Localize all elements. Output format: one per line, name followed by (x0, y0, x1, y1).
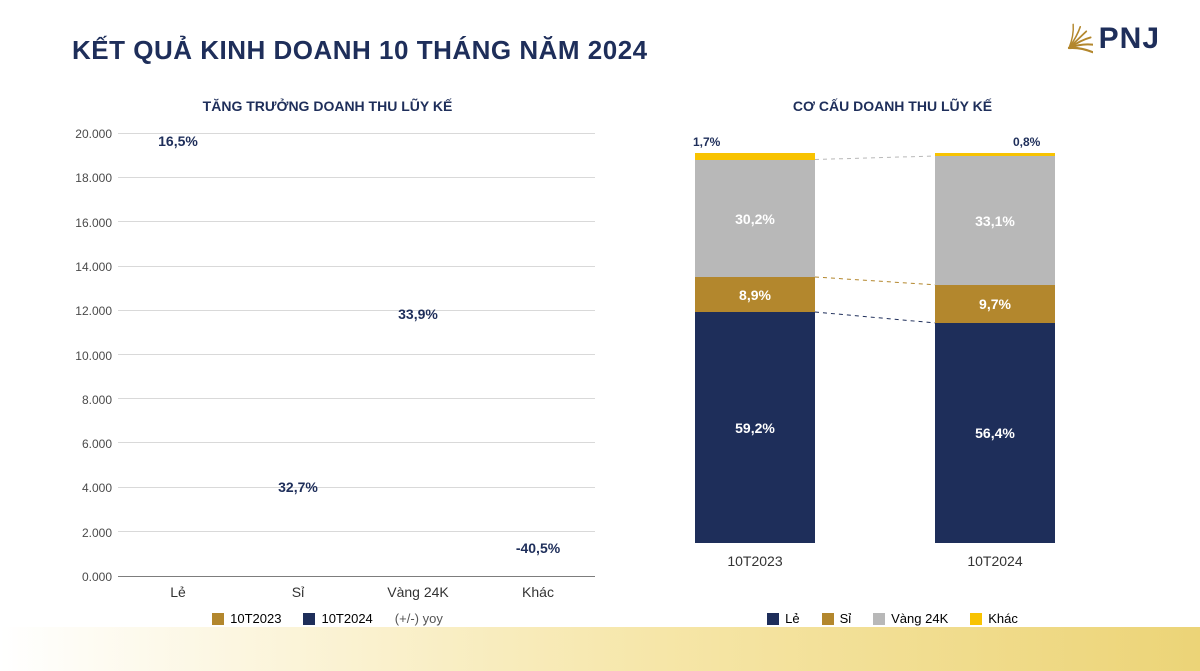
stacked-segment: 30,2% (695, 160, 815, 278)
stacked-category-label: 10T2024 (967, 553, 1022, 569)
ytick-label: 18.000 (75, 171, 112, 185)
grouped-chart-subtitle: TĂNG TRƯỞNG DOANH THU LŨY KẾ (60, 98, 595, 114)
legend-swatch (767, 613, 779, 625)
brand-logo: PNJ (1059, 22, 1160, 56)
grouped-chart-plot: 16,5%Lẻ32,7%Sỉ33,9%Vàng 24K-40,5%Khác (118, 134, 595, 577)
legend-item: Sỉ (822, 611, 852, 626)
grid-line (118, 354, 595, 355)
grid-line (118, 531, 595, 532)
legend-swatch (303, 613, 315, 625)
grid-line (118, 221, 595, 222)
page-title: KẾT QUẢ KINH DOANH 10 THÁNG NĂM 2024 (72, 35, 648, 66)
growth-label: -40,5% (516, 540, 560, 556)
grid-line (118, 487, 595, 488)
legend-item: Vàng 24K (873, 611, 948, 626)
grid-line (118, 398, 595, 399)
legend-swatch (873, 613, 885, 625)
grouped-chart: 0.0002.0004.0006.0008.00010.00012.00014.… (60, 134, 595, 577)
ytick-label: 4.000 (82, 481, 112, 495)
grid-line (118, 442, 595, 443)
segment-outer-label: 1,7% (693, 135, 720, 149)
grid-line (118, 177, 595, 178)
stacked-segment: 9,7% (935, 285, 1055, 323)
logo-icon (1059, 22, 1093, 56)
ytick-label: 12.000 (75, 304, 112, 318)
logo-text: PNJ (1099, 22, 1160, 56)
legend-label: Khác (988, 611, 1018, 626)
segment-outer-label: 0,8% (1013, 135, 1040, 149)
charts-row: TĂNG TRƯỞNG DOANH THU LŨY KẾ 0.000 2.000 4… (60, 90, 1160, 626)
legend-item: 10T2023 (212, 611, 281, 626)
stacked-segment: 33,1% (935, 156, 1055, 285)
category-label: Sỉ (292, 584, 304, 600)
legend-label: Lẻ (785, 611, 799, 626)
growth-label: 33,9% (398, 306, 438, 322)
ytick-label: 2.000 (82, 526, 112, 540)
legend-swatch (970, 613, 982, 625)
grid-line (118, 310, 595, 311)
category-label: Khác (522, 584, 554, 600)
connector-line (815, 275, 935, 287)
stacked-segment: 59,2% (695, 312, 815, 543)
category-label: Lẻ (170, 584, 186, 600)
growth-label: 32,7% (278, 479, 318, 495)
stacked-column: 56,4%9,7%33,1% (935, 153, 1055, 543)
stacked-segment: 56,4% (935, 323, 1055, 543)
legend-item: Khác (970, 611, 1018, 626)
legend-swatch (212, 613, 224, 625)
legend-label: Vàng 24K (891, 611, 948, 626)
stacked-chart: 1,7% 59,2%8,9%30,2% 10T2023 0,8% 56,4%9,7%33… (625, 134, 1160, 577)
legend-label: 10T2023 (230, 611, 281, 626)
grid-line (118, 266, 595, 267)
legend-label: Sỉ (840, 611, 852, 626)
category-label: Vàng 24K (387, 584, 449, 600)
connector-line (815, 154, 935, 162)
ytick-label: 8.000 (82, 393, 112, 407)
stacked-segment (695, 153, 815, 160)
legend-swatch (822, 613, 834, 625)
stacked-chart-legend: Lẻ Sỉ Vàng 24K Khác (625, 611, 1160, 626)
legend-item: Lẻ (767, 611, 799, 626)
footer-gradient (0, 627, 1200, 671)
page-root: KẾT QUẢ KINH DOANH 10 THÁNG NĂM 2024 PNJ… (0, 0, 1200, 671)
legend-label: 10T2024 (321, 611, 372, 626)
ytick-label: 14.000 (75, 260, 112, 274)
grouped-chart-yaxis: 0.0002.0004.0006.0008.00010.00012.00014.… (60, 134, 118, 577)
stacked-category-label: 10T2023 (727, 553, 782, 569)
connector-line (815, 310, 935, 325)
stacked-segment: 8,9% (695, 277, 815, 312)
ytick-label: 16.000 (75, 216, 112, 230)
growth-label: 16,5% (158, 133, 198, 149)
ytick-label: 6.000 (82, 437, 112, 451)
grouped-chart-legend: 10T2023 10T2024 (+/-) yoy (60, 611, 595, 626)
legend-item: 10T2024 (303, 611, 372, 626)
grouped-chart-panel: TĂNG TRƯỞNG DOANH THU LŨY KẾ 0.000 2.000 4… (60, 90, 595, 626)
ytick-label: 10.000 (75, 349, 112, 363)
stacked-chart-panel: CƠ CẤU DOANH THU LŨY KẾ 1,7% 59,2%8,9%30,… (625, 90, 1160, 626)
ytick-label: 0.000 (82, 570, 112, 584)
yoy-note: (+/-) yoy (395, 611, 443, 626)
stacked-chart-subtitle: CƠ CẤU DOANH THU LŨY KẾ (625, 98, 1160, 114)
stacked-column: 59,2%8,9%30,2% (695, 153, 815, 543)
ytick-label: 20.000 (75, 127, 112, 141)
